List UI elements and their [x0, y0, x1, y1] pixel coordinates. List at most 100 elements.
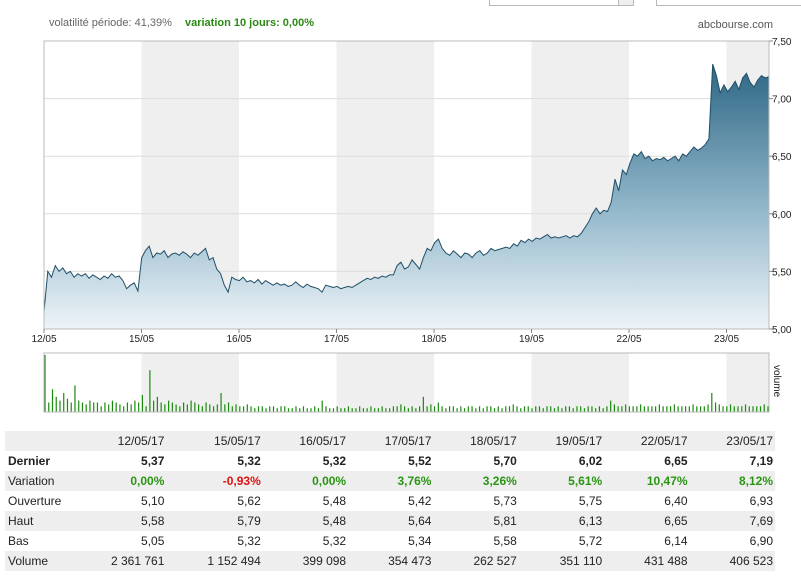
table-cell: 406 523	[689, 551, 775, 571]
date-header: 22/05/17	[604, 431, 690, 451]
table-cell: 5,58	[70, 511, 167, 531]
table-cell: 0,00%	[262, 471, 349, 491]
price-area	[44, 64, 769, 329]
table-row: Haut 5,58 5,79 5,48 5,64 5,81 6,13 6,65 7,69	[5, 511, 775, 531]
x-tick-label: 18/05	[421, 334, 446, 345]
row-label: Haut	[5, 511, 70, 531]
x-tick-label: 19/05	[519, 334, 544, 345]
table-cell: 5,37	[141, 454, 165, 468]
price-series	[43, 63, 770, 329]
date-header: 17/05/17	[348, 431, 434, 451]
table-cell: 5,32	[237, 534, 261, 548]
table-cell: 5,58	[493, 534, 517, 548]
period-select[interactable]	[489, 0, 634, 6]
table-row: Volume 2 361 761 1 152 494 399 098 354 473 26…	[5, 551, 775, 571]
table-cell: 3,26%	[433, 471, 519, 491]
table-cell: 5,32	[322, 534, 347, 548]
volume-day-bands	[141, 353, 769, 412]
table-cell: -0,93%	[166, 471, 263, 491]
table-cell: 0,00%	[70, 471, 167, 491]
x-tick-label: 16/05	[226, 334, 251, 345]
table-cell: 5,73	[493, 494, 517, 508]
table-cell: 2 361 761	[70, 551, 167, 571]
price-chart: 5,00 5,50 6,00 6,50 7,00 7,50 12/05 15/05 16/05…	[31, 37, 792, 413]
table-cell: 8,12%	[689, 471, 775, 491]
x-tick-label: 23/05	[714, 334, 739, 345]
volume-bars	[44, 355, 769, 412]
table-cell: 431 488	[604, 551, 690, 571]
table-cell: 3,76%	[348, 471, 434, 491]
table-cell: 7,19	[749, 454, 773, 468]
table-cell: 5,70	[493, 454, 517, 468]
volume-axis-label: volume	[771, 365, 782, 398]
table-cell: 5,81	[433, 511, 519, 531]
chart-stats: volatilité période: 41,39% variation 10 …	[49, 17, 314, 29]
date-header: 12/05/17	[70, 431, 167, 451]
y-tick-label: 6,50	[772, 152, 792, 163]
x-tick-label: 12/05	[31, 334, 56, 345]
volume-day-band	[726, 353, 769, 412]
table-cell: 5,75	[578, 494, 603, 508]
y-tick-label: 7,00	[772, 95, 792, 106]
table-cell: 5,34	[408, 534, 432, 548]
table-cell: 5,52	[408, 454, 432, 468]
table-cell: 6,14	[664, 534, 688, 548]
table-cell: 6,13	[518, 511, 605, 531]
table-row: Dernier 5,37 5,32 5,32 5,52 5,70 6,02 6,65 7,19	[5, 451, 775, 471]
table-cell: 6,93	[749, 494, 773, 508]
table-cell: 6,90	[749, 534, 773, 548]
table-cell: 5,42	[408, 494, 432, 508]
table-cell: 5,32	[237, 454, 261, 468]
table-cell: 262 527	[433, 551, 519, 571]
x-tick-label: 17/05	[324, 334, 349, 345]
table-cell: 10,47%	[604, 471, 690, 491]
volatility-text: volatilité période: 41,39%	[49, 17, 172, 29]
x-axis: 12/05 15/05 16/05 17/05 18/05 19/05 22/05 23/05	[31, 329, 739, 345]
date-header: 18/05/17	[433, 431, 519, 451]
y-tick-label: 6,00	[772, 210, 792, 221]
quotes-table: 12/05/17 15/05/17 16/05/17 17/05/17 18/05/17…	[5, 431, 775, 571]
date-header: 19/05/17	[518, 431, 605, 451]
table-row: Ouverture 5,10 5,62 5,48 5,42 5,73 5,75 6,40 6,9…	[5, 491, 775, 511]
row-label: Ouverture	[8, 494, 62, 508]
table-cell: 5,61%	[518, 471, 605, 491]
table-cell: 399 098	[262, 551, 349, 571]
row-label: Variation	[5, 471, 70, 491]
table-cell: 5,64	[348, 511, 434, 531]
table-row: Variation 0,00% -0,93% 0,00% 3,76% 3,26% 5,61%…	[5, 471, 775, 491]
y-tick-label: 5,00	[772, 325, 792, 336]
compare-select[interactable]	[656, 0, 801, 6]
table-cell: 5,79	[166, 511, 263, 531]
variation-text: variation 10 jours: 0,00%	[184, 17, 314, 29]
volume-frame	[43, 352, 770, 413]
x-tick-label: 22/05	[616, 334, 641, 345]
table-cell: 1 152 494	[166, 551, 263, 571]
row-label: Dernier	[8, 454, 51, 468]
table-cell: 5,48	[322, 494, 347, 508]
table-cell: 5,32	[322, 454, 347, 468]
y-tick-label: 7,50	[772, 37, 792, 48]
table-cell: 6,65	[604, 511, 690, 531]
volume-day-band	[141, 353, 239, 412]
table-cell: 351 110	[518, 551, 605, 571]
y-tick-label: 5,50	[772, 267, 792, 278]
row-label: Volume	[5, 551, 70, 571]
date-header: 16/05/17	[262, 431, 349, 451]
date-header: 23/05/17	[689, 431, 775, 451]
table-cell: 6,40	[664, 494, 688, 508]
chart-frame	[43, 40, 770, 330]
table-cell: 6,65	[664, 454, 688, 468]
table-cell: 5,48	[262, 511, 349, 531]
table-corner	[5, 431, 70, 451]
date-header: 15/05/17	[166, 431, 263, 451]
y-axis: 5,00 5,50 6,00 6,50 7,00 7,50	[769, 37, 792, 336]
source-label: abcbourse.com	[697, 19, 773, 31]
chevron-down-icon[interactable]	[618, 0, 633, 5]
table-cell: 6,02	[578, 454, 603, 468]
price-line	[43, 63, 770, 312]
table-cell: 354 473	[348, 551, 434, 571]
volume-day-band	[531, 353, 629, 412]
row-label: Bas	[8, 534, 29, 548]
table-cell: 5,10	[141, 494, 165, 508]
table-row: Bas 5,05 5,32 5,32 5,34 5,58 5,72 6,14 6,90	[5, 531, 775, 551]
